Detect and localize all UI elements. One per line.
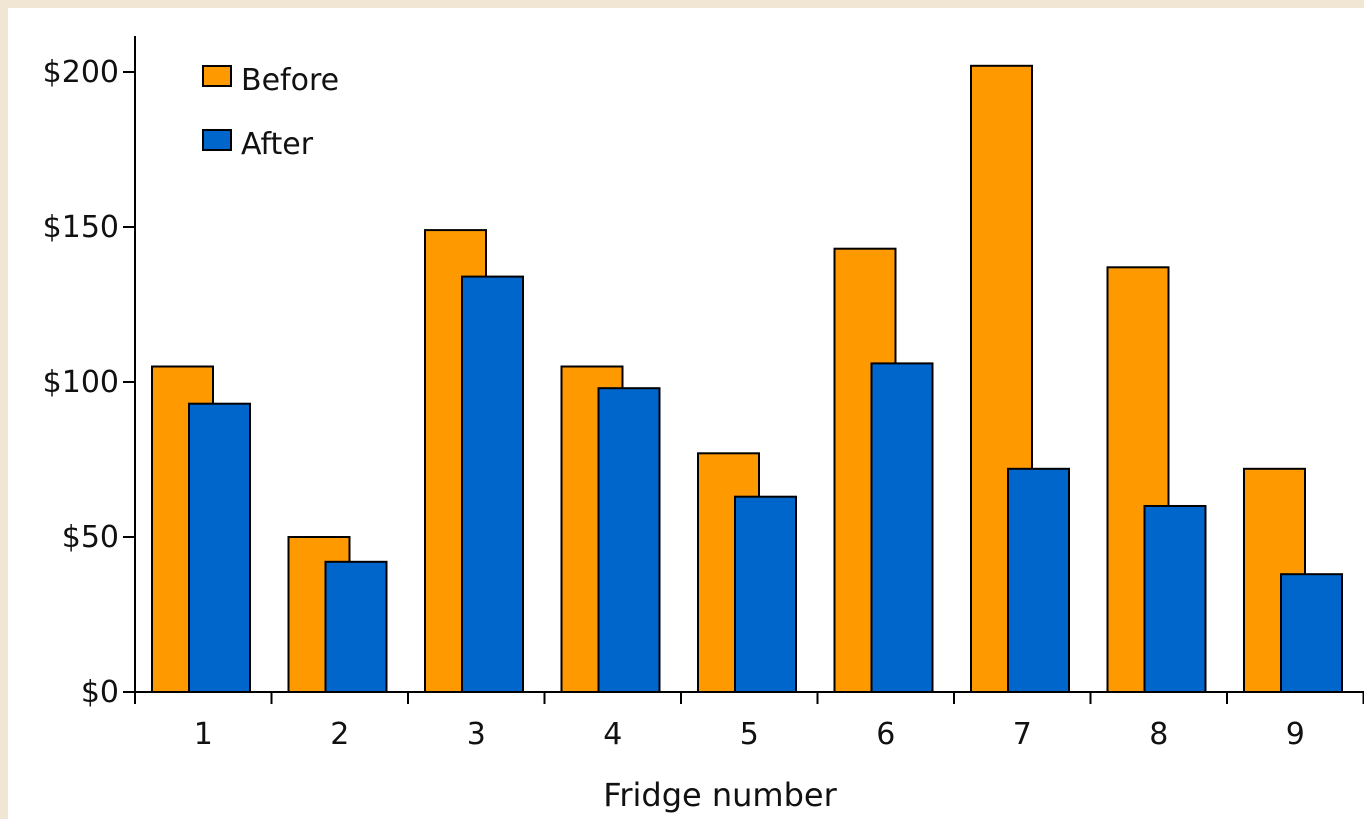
y-tick-label-100: $100 bbox=[43, 365, 119, 400]
legend-label-after: After bbox=[241, 127, 314, 162]
y-ticks: $0 $50 $100 $150 $200 bbox=[43, 55, 135, 710]
x-tick-label-4: 4 bbox=[603, 717, 622, 752]
x-tick-label-3: 3 bbox=[467, 717, 486, 752]
legend-label-before: Before bbox=[241, 63, 339, 98]
bar-after-7 bbox=[1007, 467, 1070, 693]
y-tick-label-50: $50 bbox=[62, 520, 119, 555]
bar-after-8 bbox=[1143, 505, 1207, 693]
y-tick-label-150: $150 bbox=[43, 210, 119, 245]
bar-after-6 bbox=[870, 362, 934, 693]
x-ticks: 1 2 3 4 5 6 7 8 9 bbox=[134, 692, 1364, 752]
bar-after-1 bbox=[188, 402, 251, 693]
x-tick-label-1: 1 bbox=[194, 717, 213, 752]
x-axis-title: Fridge number bbox=[603, 776, 837, 814]
legend-swatch-after bbox=[202, 129, 232, 151]
x-tick-label-6: 6 bbox=[876, 717, 895, 752]
x-tick-label-8: 8 bbox=[1149, 717, 1168, 752]
bar-after-2 bbox=[324, 560, 388, 693]
bar-after-5 bbox=[734, 495, 797, 694]
legend: Before After bbox=[202, 63, 339, 162]
bar-after-4 bbox=[597, 387, 661, 693]
x-tick-label-5: 5 bbox=[740, 717, 759, 752]
x-tick-label-9: 9 bbox=[1286, 717, 1305, 752]
x-tick-label-2: 2 bbox=[330, 717, 349, 752]
x-tick-label-7: 7 bbox=[1013, 717, 1032, 752]
bar-after-3 bbox=[461, 275, 524, 693]
bars-layer bbox=[151, 64, 1343, 694]
y-tick-label-0: $0 bbox=[81, 675, 119, 710]
legend-swatch-before bbox=[202, 65, 232, 87]
bar-after-9 bbox=[1280, 573, 1343, 694]
y-tick-label-200: $200 bbox=[43, 55, 119, 90]
